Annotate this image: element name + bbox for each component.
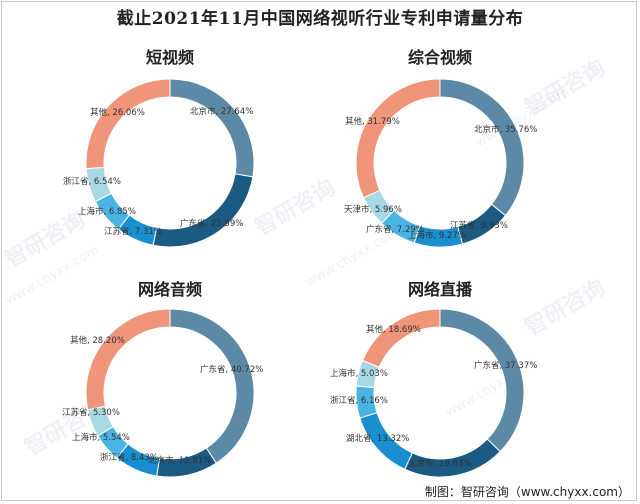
data-label: 其他, 28.20% xyxy=(70,335,125,346)
data-label: 上海市, 9.27% xyxy=(408,230,466,241)
data-label: 广东省, 40.72% xyxy=(200,364,263,375)
panel-title-audio: 网络音频 xyxy=(137,280,202,299)
data-label: 上海市, 5.03% xyxy=(330,368,388,379)
data-label: 湖北省, 13.32% xyxy=(346,433,409,444)
donut-slice xyxy=(85,78,171,170)
data-label: 广东省, 25.59% xyxy=(180,218,243,229)
data-label: 浙江省, 6.54% xyxy=(63,176,121,187)
data-label: 其他, 31.79% xyxy=(345,116,400,127)
panel-title-general-video: 综合视频 xyxy=(407,48,472,67)
data-label: 北京市, 11.81% xyxy=(148,455,211,466)
donut-slice xyxy=(152,173,254,248)
data-label: 北京市, 27.64% xyxy=(190,106,253,117)
data-label: 天津市, 5.96% xyxy=(344,204,402,215)
chart-title: 截止2021年11月中国网络视听行业专利申请量分布 xyxy=(116,9,524,29)
data-label: 其他, 26.06% xyxy=(90,107,145,118)
donut-slice xyxy=(439,308,525,453)
panel-title-short-video: 短视频 xyxy=(145,48,194,67)
data-label: 其他, 18.69% xyxy=(366,324,421,335)
data-label: 北京市, 19.63% xyxy=(408,458,471,469)
donut-slice xyxy=(169,78,255,178)
donut-slice xyxy=(85,308,171,411)
data-label: 广东省, 37.37% xyxy=(474,360,537,371)
donut-slice xyxy=(355,78,441,199)
data-label: 江苏省, 9.93% xyxy=(450,220,508,231)
donut-slice xyxy=(439,78,525,217)
panel-title-live: 网络直播 xyxy=(407,280,472,299)
data-label: 上海市, 6.85% xyxy=(78,206,136,217)
donut-slice xyxy=(361,308,441,369)
data-label: 广东省, 7.29% xyxy=(366,224,424,235)
data-label: 江苏省, 5.30% xyxy=(62,407,120,418)
donut-slice xyxy=(169,308,255,464)
data-label: 江苏省, 7.31% xyxy=(104,226,162,237)
data-label: 北京市, 35.76% xyxy=(474,124,537,135)
data-label: 浙江省, 8.43% xyxy=(100,452,158,463)
data-label: 上海市, 5.54% xyxy=(72,432,130,443)
source-note: 制图：智研咨询（www.chyxx.com） xyxy=(424,485,630,499)
data-label: 浙江省, 6.16% xyxy=(330,395,388,406)
